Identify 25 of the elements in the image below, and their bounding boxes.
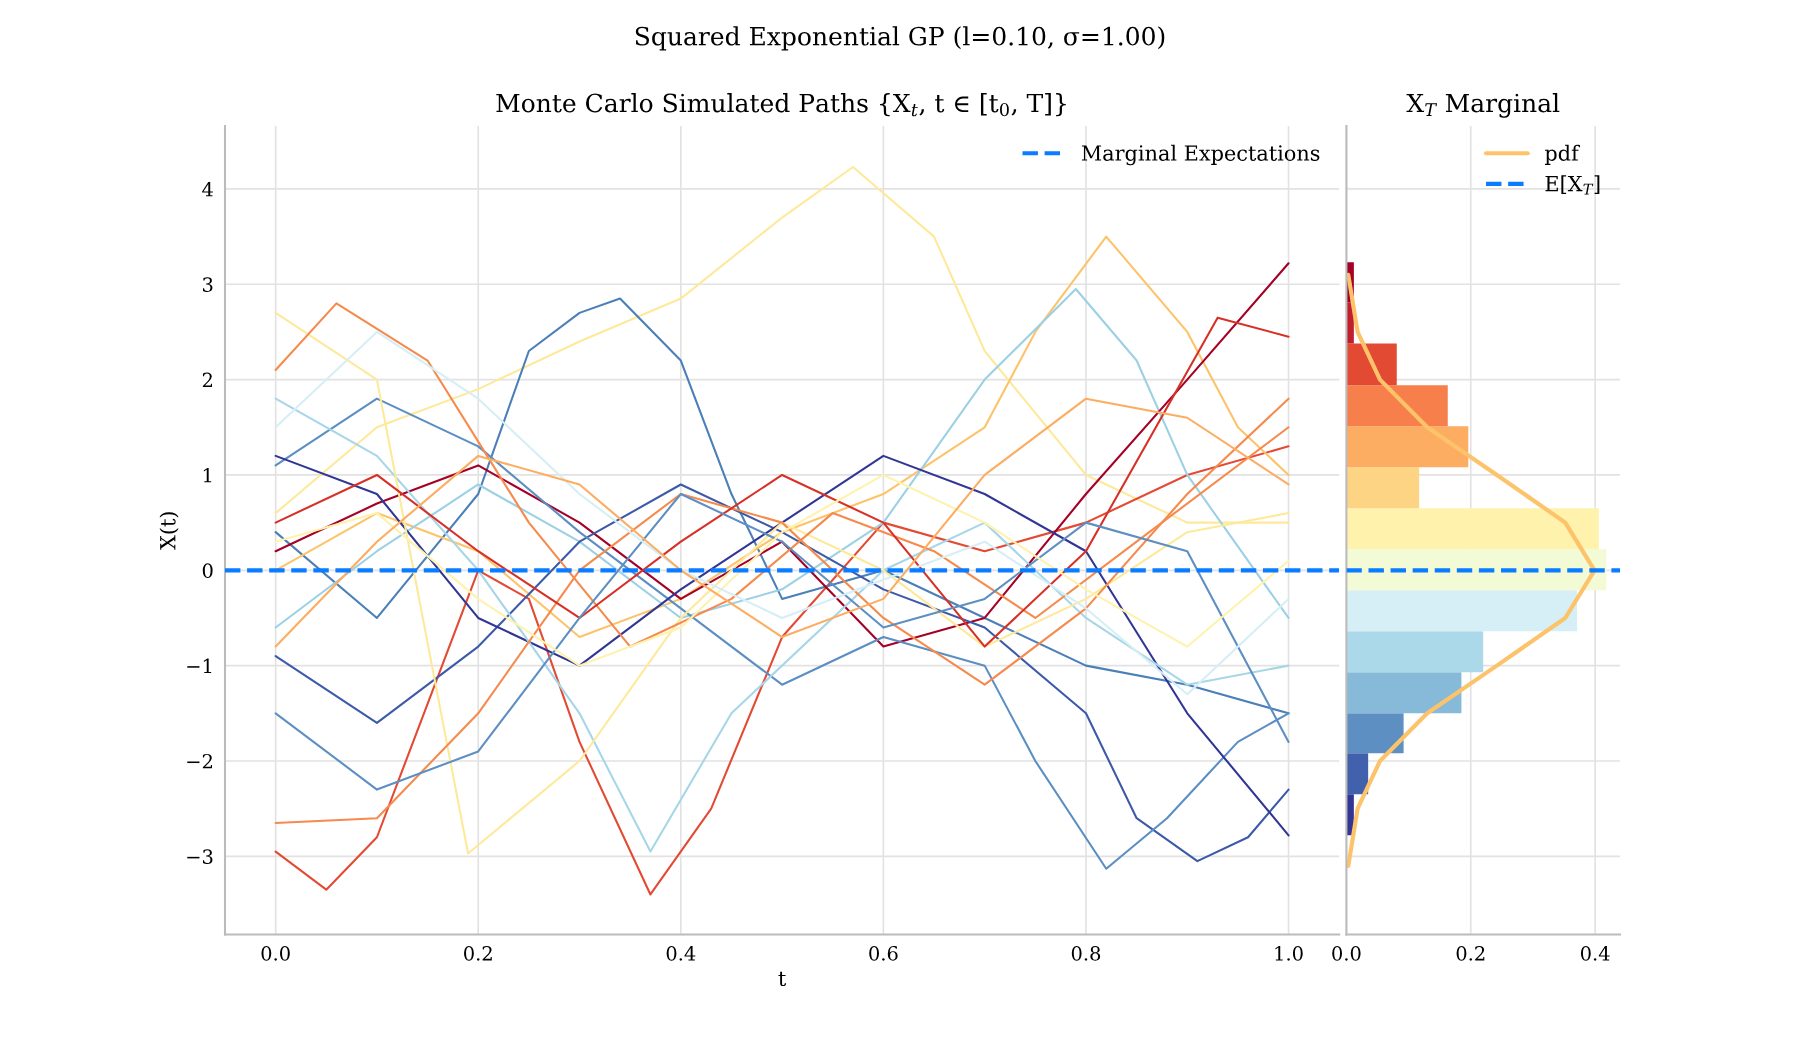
x-tick-label: 0.6 — [869, 945, 898, 961]
chart-title: Squared Exponential GP (l=0.10, σ=1.00) — [635, 26, 1165, 51]
x-tick-label: 1.0 — [1275, 945, 1303, 961]
legend-label: E[X$_{T}$] — [1545, 175, 1600, 195]
x-tick-label: 0.0 — [261, 945, 290, 961]
y-axis-title: X(t) — [159, 512, 179, 550]
x-tick-label: 0.8 — [1071, 945, 1101, 961]
x-tick-label: 0.2 — [1456, 945, 1485, 961]
y-tick-label: −3 — [187, 849, 213, 864]
x-axis-title: t — [778, 971, 787, 987]
y-tick-label: 0 — [202, 563, 213, 578]
y-tick-label: −1 — [187, 658, 212, 674]
y-tick-label: 2 — [202, 372, 212, 387]
chart-subtitle: Monte Carlo Simulated Paths {X$_{t}$, t ∈ [t$_{0}$, T]} — [496, 93, 1066, 117]
x-tick-label: 0.0 — [1332, 945, 1361, 961]
chart-subtitle: X$_{T}$ Marginal — [1406, 93, 1560, 118]
legend-label: pdf — [1544, 144, 1581, 165]
y-tick-label: 1 — [203, 467, 212, 483]
x-tick-label: 0.4 — [1580, 945, 1610, 961]
y-tick-label: −2 — [187, 753, 212, 769]
x-tick-label: 0.2 — [464, 945, 492, 961]
legend-label: Marginal Expectations — [1081, 144, 1320, 166]
y-tick-label: 3 — [203, 277, 213, 292]
x-tick-label: 0.4 — [666, 945, 696, 961]
y-tick-label: 4 — [202, 181, 213, 197]
